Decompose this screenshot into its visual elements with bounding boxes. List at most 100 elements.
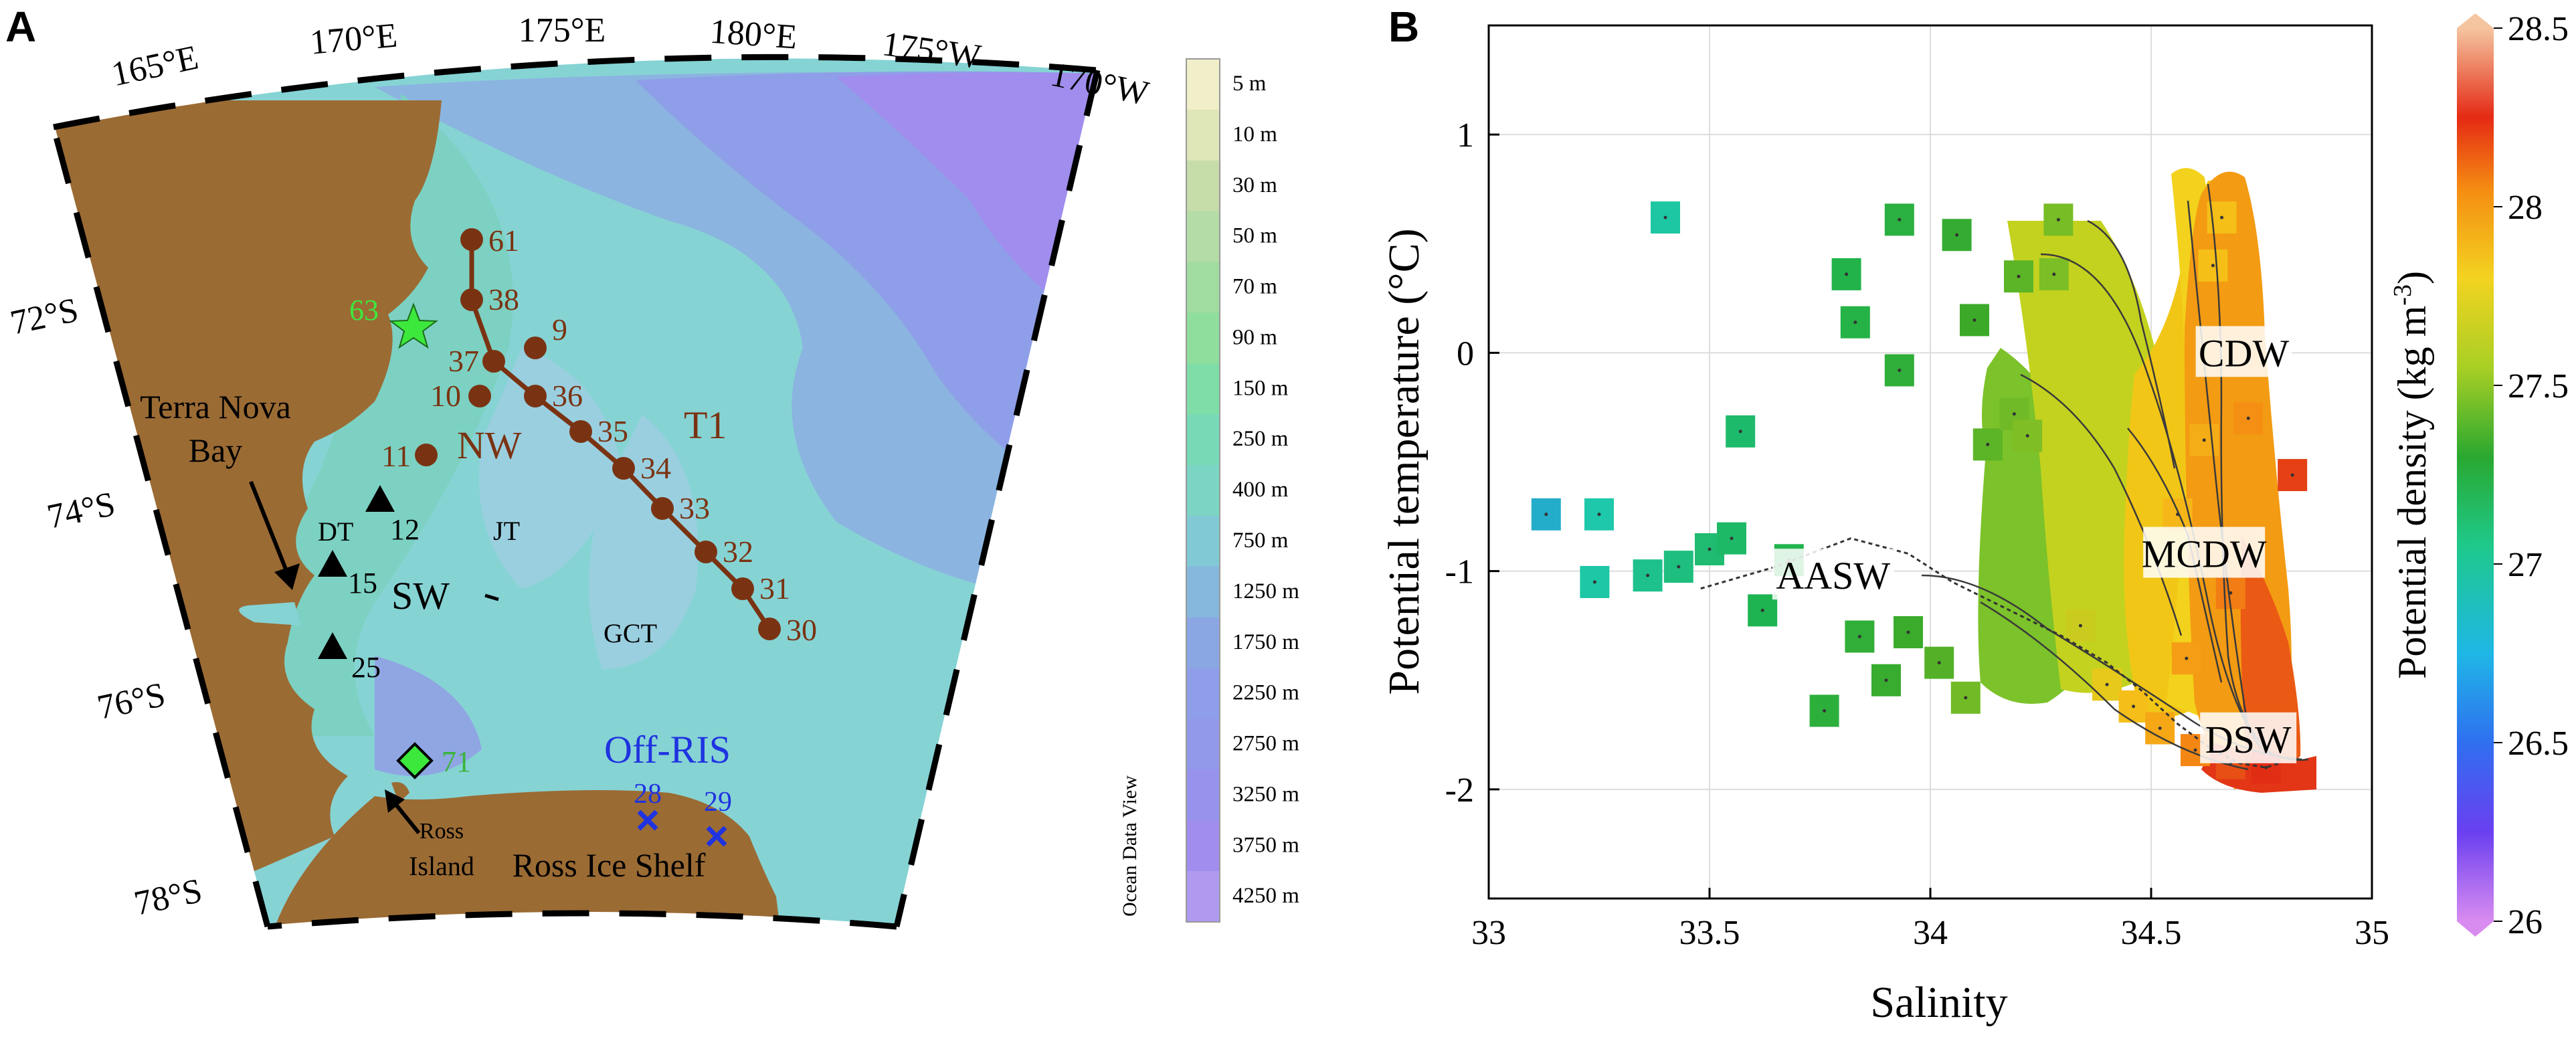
station-marker [612,457,635,480]
label-ross-island-line2: Island [409,851,474,881]
depth-swatch [1186,262,1220,313]
data-point-center [2193,748,2197,752]
data-point-center [2078,624,2082,628]
y-tick-label: -2 [1445,771,1474,810]
depth-scale-label: 1750 m [1232,630,1299,654]
profile-trace [2207,183,2276,757]
colorbar-tick-label: 26 [2508,903,2543,941]
region-label-nw: NW [457,423,522,467]
depth-scale-label: 2250 m [1232,681,1299,705]
data-point-center [2290,473,2294,477]
region-label-dt: DT [318,516,353,547]
colorbar-tick-label: 26.5 [2508,725,2569,763]
station-label: 34 [640,451,671,485]
water-mass-label-bg [2200,712,2297,763]
lat-label: 78°S [131,872,205,923]
water-mass-label: MCDW [2142,533,2267,576]
water-mass-label: AASW [1776,554,1890,597]
colorbar-tick-label: 27.5 [2508,367,2569,405]
y-tick-label: -1 [1445,553,1474,591]
panel-letter-b: B [1388,3,1419,51]
colorbar-label-end: ) [2390,271,2434,284]
depth-scale-label: 10 m [1232,122,1277,147]
data-point-center [2229,591,2233,595]
depth-scale-border [1186,58,1220,923]
depth-scale-label: 1250 m [1232,579,1299,603]
depth-scale: 5 m 10 m 30 m 50 m 70 m 90 m 150 m 250 m 400 m 75… [1119,58,1299,923]
data-point-center [2105,682,2109,686]
water-mass-label-bg [1772,549,1894,600]
data-point-center [2025,434,2029,438]
depth-swatch [1186,465,1220,516]
station-label: 9 [552,312,567,347]
station-marker [758,618,781,640]
depth-scale-label: 4250 m [1232,884,1299,908]
region-label-t1: T1 [684,403,727,447]
data-point-center [1738,430,1742,434]
depth-scale-title: Ocean Data View [1119,775,1141,917]
data-point-center [1906,630,1910,634]
data-point-center [1884,678,1888,682]
depth-scale-label: 50 m [1232,224,1277,248]
colorbar-bottom-cap [2457,921,2494,937]
data-point-center [2185,656,2189,660]
map-frame-top [53,54,1098,130]
ocean-basin-south [375,656,482,776]
data-point-center [1898,368,1902,372]
triangle-marker [365,485,395,512]
depth-swatch [1186,668,1220,719]
station-label: 35 [597,414,628,448]
colorbar-label: Potential density (kg m-3) [2389,271,2434,679]
depth-swatch [1186,59,1220,110]
depth-swatch [1186,871,1220,923]
station-star-marker [389,302,438,349]
depth-swatch [1186,719,1220,770]
map-body [54,57,1097,927]
data-point-center [1955,233,1959,237]
ocean-trough-gct [589,415,699,669]
x-axis-label: Salinity [1870,978,2007,1027]
station-marker [460,288,483,311]
map-frame-left [50,126,271,928]
y-axis-label: Potential temperature (°C) [1380,228,1429,694]
station-label: 37 [448,344,479,378]
label-ross-island-line1: Ross [420,819,464,844]
station-label: 33 [679,491,710,525]
station-label: 36 [552,379,583,413]
cross-marker [637,810,658,831]
region-label-gct: GCT [604,618,657,648]
triangle-marker [318,550,347,577]
depth-scale-label: 3250 m [1232,782,1299,806]
data-point-center [1760,608,1764,612]
data-point-center [2017,274,2021,278]
station-diamond-marker [396,742,434,779]
station-diamond-label: 71 [442,745,471,778]
panel-a-map: A 165°E 170°E 175°E 180° [5,3,1299,930]
profile-trace [2087,219,2176,469]
region-label-sw: SW [391,574,450,618]
station-label: 12 [390,513,420,546]
data-point-center [1730,537,1734,541]
data-point-center [2052,272,2056,276]
station-label: 29 [704,787,732,818]
data-point-center [2246,416,2250,420]
station-label: 10 [430,379,461,413]
data-point-center [2202,438,2206,442]
station-marker [468,385,491,407]
data-point-center [1663,215,1667,219]
depth-scale-label: 3750 m [1232,833,1299,857]
station-label: 38 [488,282,519,316]
lat-label: 72°S [7,291,82,343]
station-marker [415,444,438,466]
ocean-abyss [836,72,1097,335]
station-label: 11 [381,439,411,473]
data-point-center [2132,704,2136,708]
ross-island-arrow-head [385,789,405,813]
station-marker [460,228,483,251]
cross-marker [706,826,727,847]
colorbar-top-cap [2457,13,2494,28]
profile-trace [2187,200,2249,730]
station-marker [569,420,592,443]
station-marker [524,385,547,407]
data-point-center [1986,442,1990,446]
